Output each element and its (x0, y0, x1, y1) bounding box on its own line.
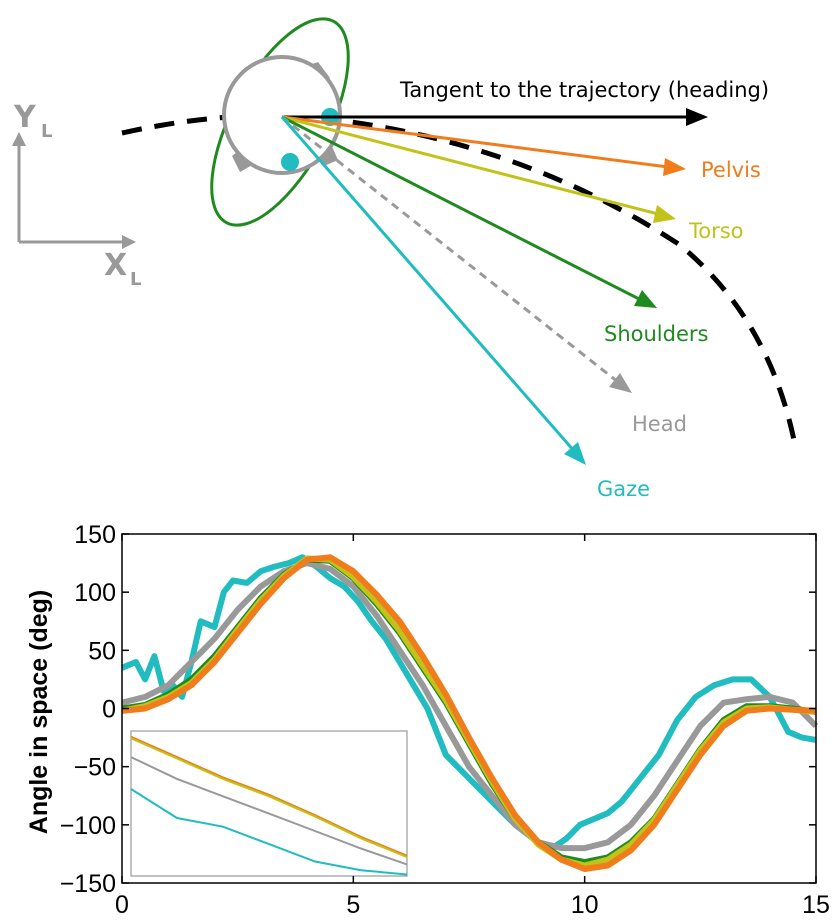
angle-chart: Angle in space (deg) 0 5 10 15 150 100 50 0 −50 −… (25, 521, 830, 919)
inset-line-head (130, 756, 408, 866)
head-circle (222, 55, 342, 175)
inset-frame (130, 730, 408, 877)
y-tick-label: 150 (74, 521, 116, 549)
x-tick-label: 10 (571, 891, 599, 919)
x-tick-label: 5 (346, 891, 360, 919)
y-axis-label: Y (13, 100, 37, 135)
local-axes: Y L X L (12, 100, 141, 290)
y-tick-label: −100 (60, 812, 116, 840)
body-top-view (210, 17, 350, 227)
chart-series-group (120, 554, 819, 872)
y-axis-subscript: L (41, 121, 52, 142)
inset-line-gaze (130, 788, 408, 876)
y-tick-label: 100 (74, 579, 116, 607)
gaze-label: Gaze (597, 477, 650, 501)
y-tick-label: 50 (88, 637, 116, 665)
x-tick-label: 0 (115, 891, 129, 919)
inset-plot (130, 730, 408, 877)
gaze-arrow (280, 116, 586, 465)
y-tick-label: −50 (74, 754, 116, 782)
x-tick-label: 15 (802, 891, 830, 919)
series-line-pelvis (121, 554, 817, 872)
head-arrow (281, 115, 632, 393)
y-axis-title: Angle in space (deg) (25, 590, 53, 834)
left-eye (281, 153, 299, 171)
heading-label: Tangent to the trajectory (heading) (399, 78, 769, 102)
inset-line-pelvis (130, 735, 408, 857)
y-tick-label: 0 (102, 696, 116, 724)
trajectory-path (121, 113, 798, 446)
y-tick-label: −150 (60, 870, 116, 898)
pelvis-arrow (281, 115, 686, 176)
inset-line-torso (130, 737, 408, 859)
shoulders-arrow (281, 115, 657, 308)
series-line-gaze (120, 554, 817, 852)
shoulders-label: Shoulders (604, 322, 708, 346)
axis-ticks: 0 5 10 15 150 100 50 0 −50 −100 −150 (60, 521, 830, 919)
torso-label: Torso (688, 219, 744, 243)
head-label: Head (632, 412, 687, 436)
pelvis-label: Pelvis (701, 158, 761, 182)
heading-arrow (282, 108, 708, 126)
x-axis-label: X (104, 248, 127, 283)
body-diagram: Y L X L (12, 17, 798, 501)
torso-arrow (281, 115, 676, 223)
series-line-head (121, 560, 819, 852)
x-axis-subscript: L (130, 269, 141, 290)
